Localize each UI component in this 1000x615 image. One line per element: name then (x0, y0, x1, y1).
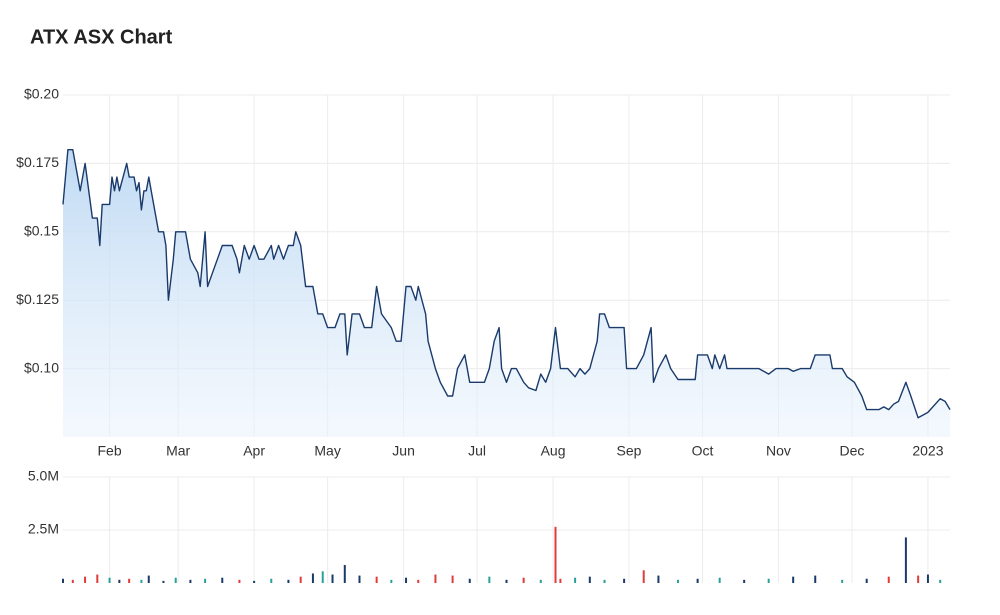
volume-bar (118, 579, 121, 583)
volume-bar (574, 577, 577, 583)
x-tick-label: Sep (617, 443, 642, 459)
volume-bar (108, 577, 111, 583)
volume-bar (939, 579, 942, 583)
x-tick-label: Jul (468, 443, 486, 459)
volume-bar (434, 574, 437, 583)
volume-bar (696, 578, 699, 583)
volume-bar (488, 576, 491, 583)
volume-bar (147, 575, 150, 583)
volume-bar (238, 579, 241, 583)
volume-bar (792, 576, 795, 583)
x-tick-label: Jun (392, 443, 415, 459)
volume-bar (287, 579, 290, 583)
volume-bar (321, 571, 324, 583)
volume-bar (71, 579, 74, 583)
volume-bar (204, 578, 207, 583)
volume-bar (603, 579, 606, 583)
x-tick-label: Mar (166, 443, 190, 459)
volume-bar (140, 579, 143, 583)
volume-bar (718, 577, 721, 583)
volume-bar (343, 564, 346, 583)
volume-bar (189, 579, 192, 583)
volume-bar (270, 578, 273, 583)
y-tick-label: 5.0M (28, 468, 59, 484)
volume-bar (559, 578, 562, 583)
y-tick-label: $0.175 (16, 154, 59, 170)
y-tick-label: 2.5M (28, 521, 59, 537)
volume-bar (657, 575, 660, 583)
price-line (62, 149, 951, 419)
volume-bar (221, 577, 224, 583)
volume-bar (84, 576, 87, 583)
volume-bar (841, 579, 844, 583)
volume-bar (539, 579, 542, 583)
x-tick-label: Aug (541, 443, 566, 459)
chart-title: ATX ASX Chart (30, 26, 173, 48)
volume-bar (331, 574, 334, 583)
x-tick-label: Oct (692, 443, 714, 459)
volume-bar (917, 575, 920, 583)
volume-bar (358, 575, 361, 583)
volume-bar (128, 578, 131, 583)
volume-bar (162, 580, 165, 583)
volume-bar (677, 579, 680, 583)
volume-bar (767, 578, 770, 583)
volume-bar (451, 575, 454, 583)
volume-bar (174, 577, 177, 583)
x-tick-label: Dec (840, 443, 865, 459)
volume-bar (623, 578, 626, 583)
y-tick-label: $0.125 (16, 291, 59, 307)
volume-bar (468, 578, 471, 583)
volume-bar (904, 537, 907, 583)
volume-bar (299, 576, 302, 583)
y-tick-label: $0.20 (24, 86, 59, 102)
volume-bar (96, 574, 99, 583)
x-tick-label: Feb (97, 443, 121, 459)
volume-bar (62, 578, 64, 583)
price-area (63, 149, 950, 437)
volume-bar (926, 574, 929, 583)
y-tick-label: $0.10 (24, 359, 59, 375)
volume-bar (887, 576, 890, 583)
volume-bar (743, 579, 746, 583)
volume-bar (865, 578, 868, 583)
y-tick-label: $0.15 (24, 223, 59, 239)
volume-bar (405, 577, 408, 583)
volume-bar (522, 577, 525, 583)
x-tick-label: May (314, 443, 340, 459)
volume-bar (588, 576, 591, 583)
volume-bar (505, 579, 508, 583)
x-tick-label: Nov (766, 443, 791, 459)
volume-bar (253, 580, 256, 583)
volume-bar (417, 579, 420, 583)
volume-bar (554, 526, 557, 583)
volume-bar (311, 573, 314, 583)
x-tick-label: Apr (243, 443, 265, 459)
volume-bar (642, 570, 645, 583)
volume-bar (390, 579, 393, 583)
volume-bar (814, 575, 817, 583)
volume-bar (375, 576, 378, 583)
x-tick-label: 2023 (912, 443, 943, 459)
